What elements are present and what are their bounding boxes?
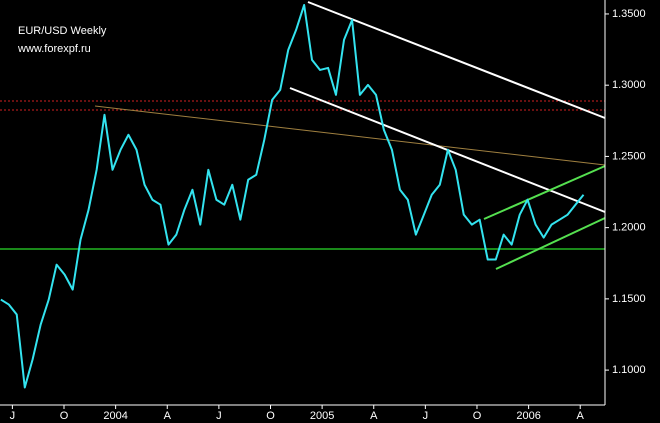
chart-subtitle: www.forexpf.ru — [17, 43, 91, 55]
channel-line — [307, 1, 606, 119]
channel-line — [483, 165, 606, 220]
x-tick-label: 2006 — [516, 410, 540, 422]
y-tick-label: 1.1000 — [612, 364, 646, 376]
y-tick-label: 1.1500 — [612, 293, 646, 305]
y-tick-label: 1.2500 — [612, 150, 646, 162]
x-tick-label: A — [164, 410, 172, 422]
x-tick-label: O — [60, 410, 69, 422]
x-tick-label: J — [216, 410, 222, 422]
price-line — [0, 3, 585, 389]
x-tick-label: A — [577, 410, 585, 422]
x-tick-label: O — [473, 410, 482, 422]
y-tick-label: 1.3000 — [612, 79, 646, 91]
x-tick-label: J — [10, 410, 16, 422]
trend-line — [94, 105, 606, 166]
chart-title: EUR/USD Weekly — [18, 25, 107, 37]
x-tick-label: 2004 — [103, 410, 127, 422]
y-tick-label: 1.2000 — [612, 222, 646, 234]
x-tick-label: J — [423, 410, 429, 422]
x-tick-label: O — [266, 410, 275, 422]
channel-line — [495, 217, 606, 270]
y-tick-label: 1.3500 — [612, 8, 646, 20]
x-tick-label: 2005 — [310, 410, 334, 422]
x-tick-label: A — [370, 410, 378, 422]
